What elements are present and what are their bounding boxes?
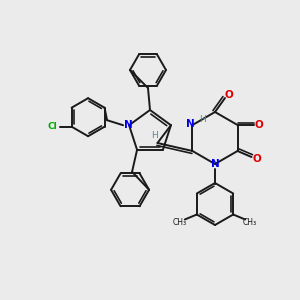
Text: O: O <box>254 120 263 130</box>
Text: CH₃: CH₃ <box>173 218 187 227</box>
Text: CH₃: CH₃ <box>243 218 257 227</box>
Text: H: H <box>151 130 158 140</box>
Text: N: N <box>211 159 219 169</box>
Text: O: O <box>252 154 261 164</box>
Text: Cl: Cl <box>48 122 58 131</box>
Text: H: H <box>199 116 206 124</box>
Text: N: N <box>186 119 195 129</box>
Text: N: N <box>124 120 133 130</box>
Text: O: O <box>225 90 233 100</box>
